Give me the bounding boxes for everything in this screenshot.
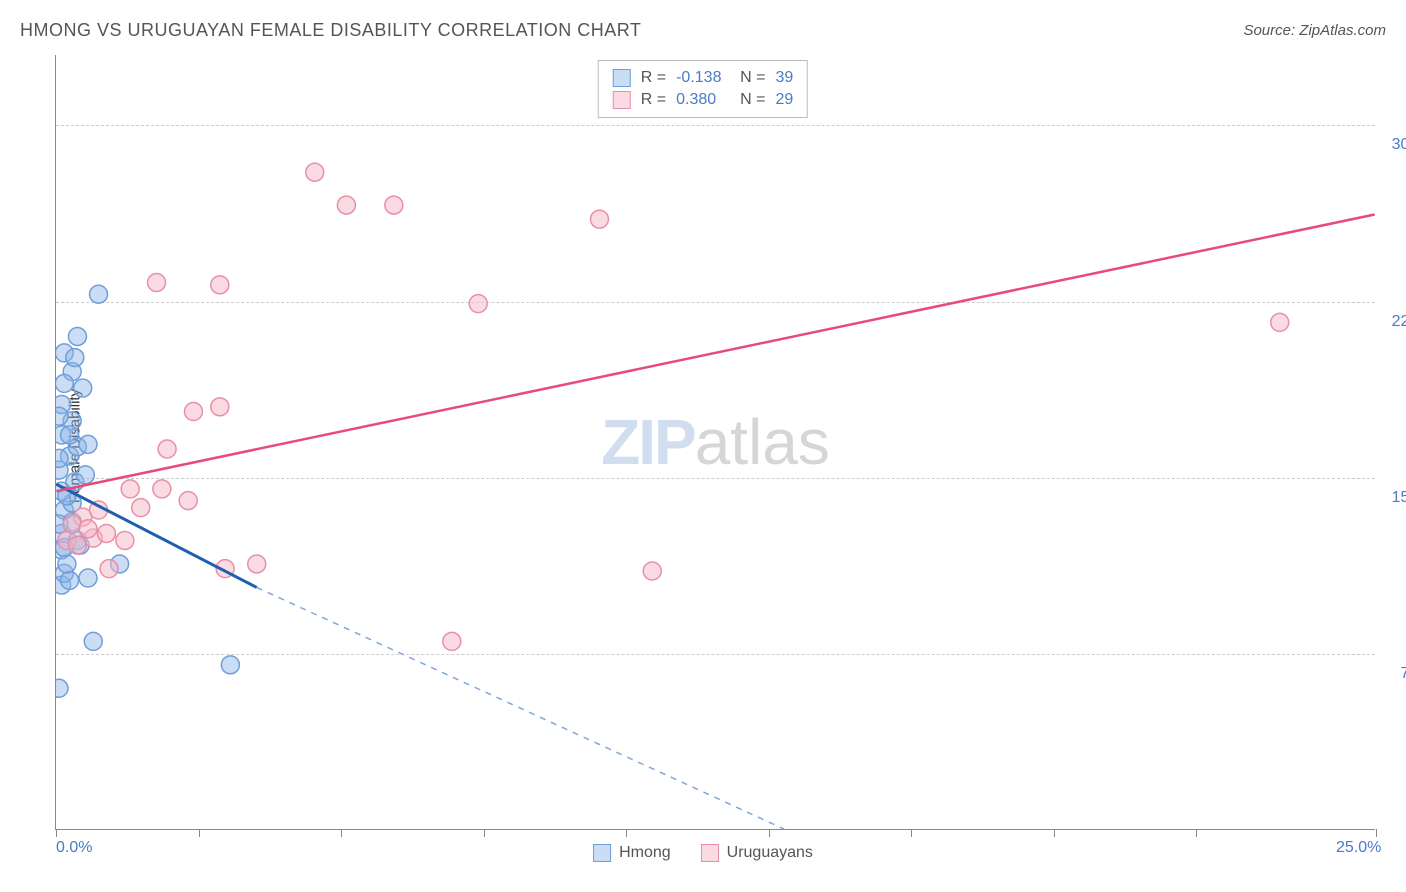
- x-tick: [1196, 829, 1197, 837]
- regression-line-extrapolated: [257, 587, 784, 829]
- legend-r-value: 0.380: [676, 91, 730, 109]
- data-point: [643, 562, 661, 580]
- legend-n-label: N =: [740, 69, 765, 87]
- y-tick-label: 15.0%: [1392, 489, 1406, 507]
- legend-swatch: [613, 91, 631, 109]
- data-point: [90, 285, 108, 303]
- legend-row: R = -0.138 N = 39: [613, 67, 793, 89]
- x-tick: [56, 829, 57, 837]
- data-point: [306, 163, 324, 181]
- legend-n-label: N =: [740, 91, 765, 109]
- legend-series: Hmong Uruguayans: [593, 844, 813, 862]
- chart-svg: [56, 55, 1375, 829]
- data-point: [179, 492, 197, 510]
- data-point: [158, 440, 176, 458]
- legend-correlation: R = -0.138 N = 39 R = 0.380 N = 29: [598, 60, 808, 118]
- data-point: [211, 276, 229, 294]
- data-point: [443, 632, 461, 650]
- x-tick: [626, 829, 627, 837]
- source-label: Source: ZipAtlas.com: [1243, 22, 1386, 39]
- x-tick-label: 25.0%: [1336, 839, 1381, 857]
- legend-n-value: 39: [775, 69, 793, 87]
- data-point: [56, 679, 68, 697]
- x-tick-label: 0.0%: [56, 839, 92, 857]
- legend-row: R = 0.380 N = 29: [613, 89, 793, 111]
- data-point: [56, 374, 73, 392]
- data-point: [84, 632, 102, 650]
- x-tick: [1376, 829, 1377, 837]
- legend-swatch: [613, 69, 631, 87]
- data-point: [56, 449, 68, 467]
- data-point: [68, 327, 86, 345]
- data-point: [79, 520, 97, 538]
- data-point: [184, 403, 202, 421]
- plot-area: ZIPatlas 7.5%15.0%22.5%30.0%0.0%25.0%: [55, 55, 1375, 830]
- legend-r-label: R =: [641, 69, 666, 87]
- legend-n-value: 29: [775, 91, 793, 109]
- regression-line: [56, 214, 1374, 491]
- data-point: [58, 555, 76, 573]
- data-point: [121, 480, 139, 498]
- data-point: [385, 196, 403, 214]
- x-tick: [1054, 829, 1055, 837]
- data-point: [591, 210, 609, 228]
- legend-item: Uruguayans: [701, 844, 813, 862]
- data-point: [337, 196, 355, 214]
- chart-title: HMONG VS URUGUAYAN FEMALE DISABILITY COR…: [20, 20, 641, 41]
- x-tick: [911, 829, 912, 837]
- data-point: [221, 656, 239, 674]
- data-point: [56, 407, 68, 425]
- legend-r-label: R =: [641, 91, 666, 109]
- legend-item: Hmong: [593, 844, 671, 862]
- data-point: [100, 560, 118, 578]
- x-tick: [199, 829, 200, 837]
- data-point: [153, 480, 171, 498]
- y-tick-label: 7.5%: [1401, 665, 1406, 683]
- data-point: [116, 532, 134, 550]
- data-point: [248, 555, 266, 573]
- data-point: [61, 426, 79, 444]
- data-point: [79, 435, 97, 453]
- data-point: [66, 349, 84, 367]
- data-point: [132, 499, 150, 517]
- data-point: [469, 295, 487, 313]
- data-point: [211, 398, 229, 416]
- data-point: [61, 571, 79, 589]
- legend-r-value: -0.138: [676, 69, 730, 87]
- data-point: [148, 274, 166, 292]
- data-point: [1271, 313, 1289, 331]
- data-point: [97, 524, 115, 542]
- legend-swatch: [593, 844, 611, 862]
- x-tick: [769, 829, 770, 837]
- y-tick-label: 30.0%: [1392, 136, 1406, 154]
- legend-swatch: [701, 844, 719, 862]
- chart-root: HMONG VS URUGUAYAN FEMALE DISABILITY COR…: [0, 0, 1406, 892]
- legend-item-label: Hmong: [619, 844, 671, 862]
- x-tick: [484, 829, 485, 837]
- data-point: [79, 569, 97, 587]
- data-point: [74, 379, 92, 397]
- data-point: [76, 466, 94, 484]
- legend-item-label: Uruguayans: [727, 844, 813, 862]
- x-tick: [341, 829, 342, 837]
- y-tick-label: 22.5%: [1392, 313, 1406, 331]
